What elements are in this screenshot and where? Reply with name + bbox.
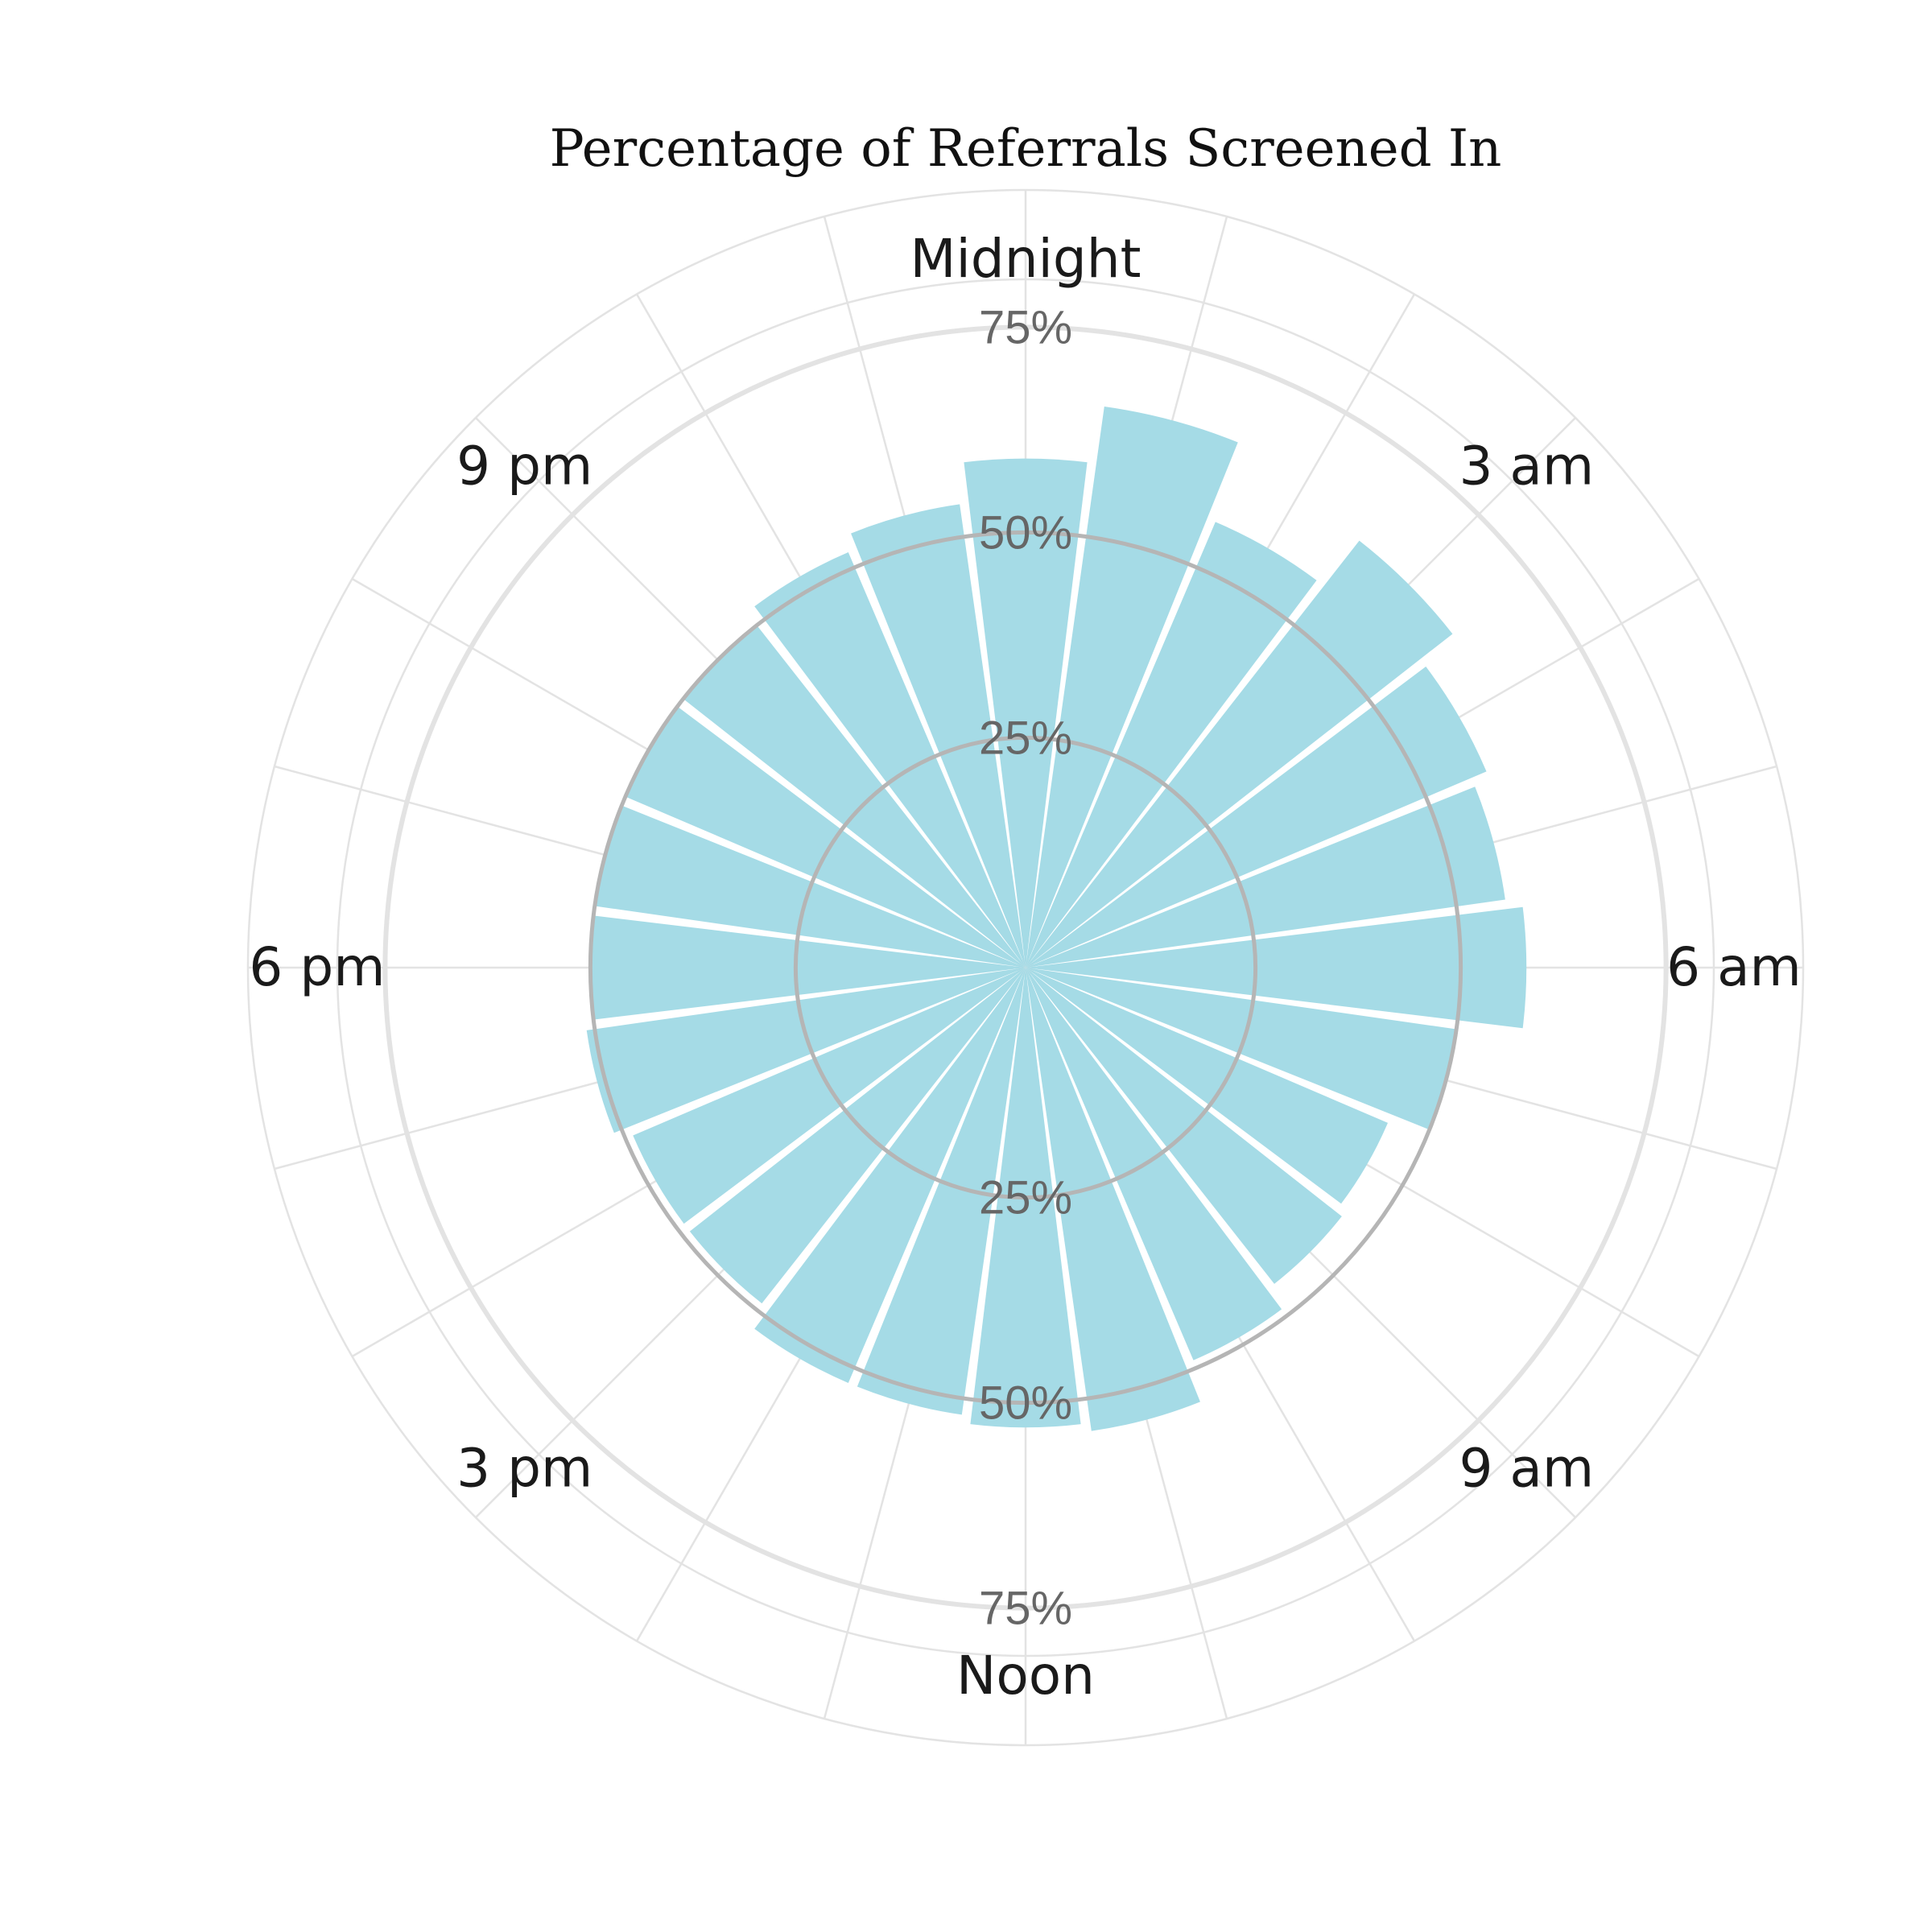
hour-label-18: 6 pm [249, 936, 385, 998]
bar-22 [754, 552, 1026, 968]
bar-2 [1026, 522, 1317, 968]
hour-label-12: Noon [956, 1645, 1095, 1707]
bar-20 [625, 706, 1026, 968]
bar-8 [1026, 968, 1388, 1204]
hour-label-6: 6 am [1666, 936, 1802, 998]
bar-21 [683, 625, 1026, 968]
hour-label-15: 3 pm [456, 1437, 592, 1499]
bar-9 [1026, 968, 1342, 1284]
radial-tick-label-bottom: 75% [979, 1583, 1072, 1635]
bar-13 [857, 968, 1026, 1415]
bar-5 [1026, 786, 1505, 968]
bar-18 [590, 915, 1026, 1020]
bar-0 [964, 458, 1088, 968]
bar-23 [851, 504, 1026, 968]
bar-11 [1026, 968, 1200, 1431]
bar-17 [586, 968, 1026, 1133]
reference-ring-50 [588, 530, 1463, 1406]
hour-label-3: 3 am [1459, 436, 1594, 497]
radial-tick-label-top: 50% [979, 506, 1072, 559]
hour-labels: Midnight 3 am 6 am 9 am Noon 3 pm 6 pm 9 pm [249, 228, 1801, 1707]
radial-tick-label-bottom: 25% [979, 1172, 1072, 1224]
bar-14 [754, 968, 1026, 1383]
reference-ring-25 [793, 735, 1258, 1200]
bar-4 [1026, 667, 1487, 968]
hour-label-0: Midnight [910, 228, 1141, 290]
hour-label-21: 9 pm [456, 436, 592, 497]
hour-label-9: 9 am [1459, 1437, 1594, 1499]
bar-16 [633, 968, 1026, 1224]
bar-6 [1026, 906, 1527, 1029]
bar-10 [1026, 968, 1282, 1360]
bars [586, 407, 1527, 1431]
radial-tick-label-top: 25% [979, 712, 1072, 764]
radial-tick-label-bottom: 50% [979, 1377, 1072, 1430]
bar-15 [689, 968, 1026, 1304]
radial-tick-label-top: 75% [979, 301, 1072, 353]
chart-title: Percentage of Referrals Screened In [550, 119, 1502, 179]
radial-tick-labels: 25% 25% 50% 50% 75% 75% [979, 301, 1072, 1634]
reference-rings [588, 530, 1463, 1406]
bar-1 [1026, 407, 1238, 968]
bar-3 [1026, 540, 1453, 968]
